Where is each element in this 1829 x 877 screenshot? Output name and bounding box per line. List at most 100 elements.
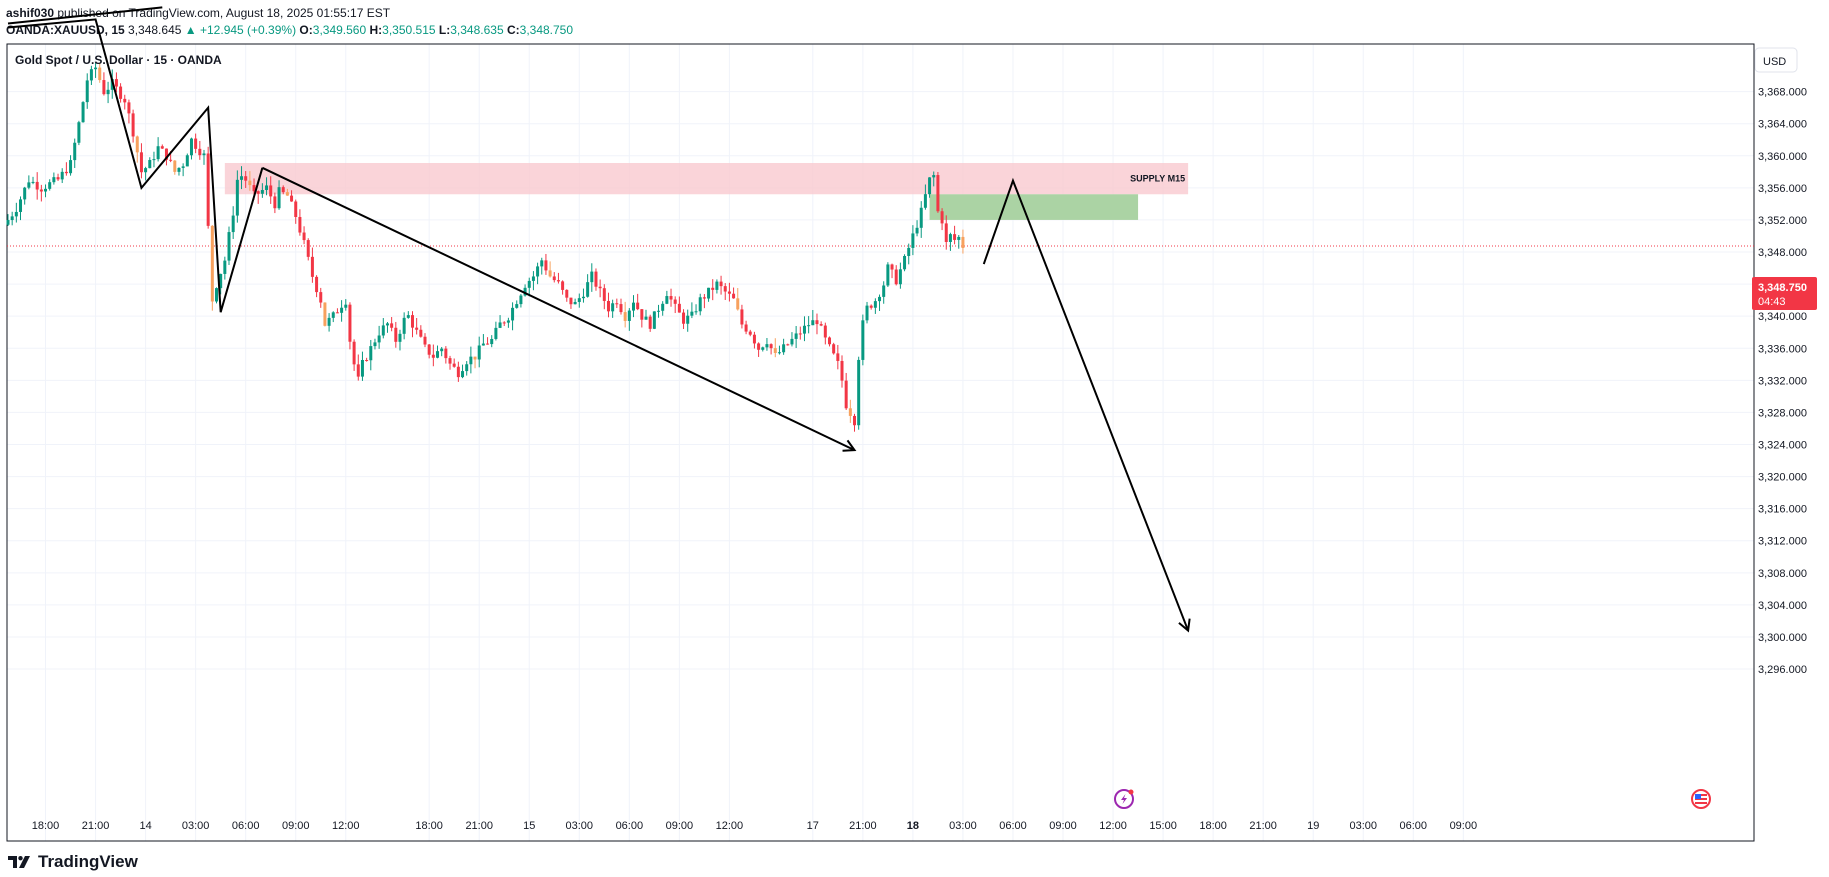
candle-body xyxy=(619,304,623,313)
candle-body xyxy=(911,233,915,248)
author-name[interactable]: ashif030 xyxy=(6,6,55,20)
candle-body xyxy=(652,311,656,329)
symbol-label[interactable]: OANDA:XAUUSD, 15 xyxy=(6,23,125,37)
candle-body xyxy=(202,153,206,156)
candle-body xyxy=(27,182,31,188)
candle-body xyxy=(823,325,827,338)
candle-body xyxy=(290,195,294,202)
price-axis: 3,296.000 3,300.000 3,304.000 3,308.000 3,31… xyxy=(1758,87,1807,676)
candle-body xyxy=(836,353,840,361)
chart-title: Gold Spot / U.S. Dollar · 15 · OANDA xyxy=(15,53,222,67)
candle-body xyxy=(294,201,298,217)
candle-body xyxy=(715,281,719,290)
candle-body xyxy=(148,159,152,169)
close-label: C: xyxy=(506,23,520,37)
candle-body xyxy=(19,199,23,212)
candle-body xyxy=(661,303,665,311)
y-tick-label: 3,308.000 xyxy=(1758,568,1807,580)
candle-body xyxy=(748,331,752,335)
candle-body xyxy=(486,343,490,345)
candle-body xyxy=(606,300,610,312)
zones: SUPPLY M15 xyxy=(7,162,1754,247)
supply-zone xyxy=(224,162,1189,195)
candle-body xyxy=(406,315,410,318)
x-tick-label: 21:00 xyxy=(1249,820,1277,832)
price-tag-value: 3,348.750 xyxy=(1758,282,1807,294)
candle-body xyxy=(890,264,894,270)
lightning-event-icon[interactable] xyxy=(1114,789,1134,809)
candle-body xyxy=(556,280,560,282)
y-tick-label: 3,320.000 xyxy=(1758,472,1807,484)
candle-body xyxy=(936,175,940,212)
candle-body xyxy=(394,327,398,342)
candle-body xyxy=(565,289,569,298)
candle-body xyxy=(48,182,52,189)
x-tick-label: 12:00 xyxy=(716,820,744,832)
candle-body xyxy=(802,325,806,334)
candle-body xyxy=(461,371,465,378)
candle-body xyxy=(52,177,56,183)
candle-body xyxy=(882,285,886,297)
candle-body xyxy=(844,380,848,409)
close-value: 3,348.750 xyxy=(519,23,574,37)
candle-body xyxy=(373,342,377,347)
candle-body xyxy=(402,317,406,334)
tradingview-logo[interactable]: TradingView xyxy=(8,851,138,873)
candle-body xyxy=(431,354,435,358)
candle-body xyxy=(160,146,164,149)
candle-body xyxy=(827,337,831,345)
candle-body xyxy=(481,343,485,346)
candle-body xyxy=(244,176,248,181)
y-tick-label: 3,336.000 xyxy=(1758,343,1807,355)
candle-body xyxy=(173,160,177,172)
tradingview-logo-text: TradingView xyxy=(38,852,138,871)
candle-body xyxy=(494,327,498,339)
candle-body xyxy=(853,415,857,426)
candle-body xyxy=(440,348,444,352)
candle-body xyxy=(807,325,811,327)
candle-body xyxy=(677,303,681,313)
price-change: +12.945 (+0.39%) xyxy=(200,23,297,37)
candle-body xyxy=(298,216,302,233)
x-tick-label: 03:00 xyxy=(949,820,977,832)
currency-button[interactable]: USD xyxy=(1754,47,1798,73)
candle-body xyxy=(198,148,202,156)
x-tick-label: 18:00 xyxy=(415,820,443,832)
candle-body xyxy=(348,304,352,342)
y-tick-label: 3,312.000 xyxy=(1758,536,1807,548)
candle-body xyxy=(436,351,440,358)
us-flag-icon[interactable] xyxy=(1691,789,1711,809)
candle-body xyxy=(790,338,794,345)
candle-body xyxy=(907,247,911,256)
candle-body xyxy=(673,299,677,304)
x-tick-label: 18:00 xyxy=(32,820,60,832)
candle-body xyxy=(77,122,81,143)
candle-body xyxy=(94,67,98,70)
x-tick-label: 19 xyxy=(1307,820,1319,832)
candle-body xyxy=(765,344,769,348)
y-tick-label: 3,296.000 xyxy=(1758,664,1807,676)
low-label: L: xyxy=(438,23,451,37)
candles xyxy=(6,63,965,432)
candle-body xyxy=(285,192,289,196)
candle-body xyxy=(448,358,452,364)
candle-body xyxy=(832,344,836,354)
candle-body xyxy=(273,196,277,209)
candle-body xyxy=(636,302,640,310)
y-tick-label: 3,300.000 xyxy=(1758,632,1807,644)
candle-body xyxy=(561,281,565,290)
y-tick-label: 3,328.000 xyxy=(1758,407,1807,419)
candle-body xyxy=(315,276,319,293)
candle-body xyxy=(894,269,898,285)
candle-body xyxy=(81,102,85,123)
candle-body xyxy=(73,142,77,161)
candle-body xyxy=(707,287,711,299)
candle-body xyxy=(85,80,89,103)
candle-body xyxy=(215,288,218,302)
candle-body xyxy=(152,159,156,161)
change-arrow-icon: ▲ xyxy=(184,23,197,37)
candle-body xyxy=(231,215,235,233)
candle-body xyxy=(702,297,706,299)
candle-body xyxy=(10,216,14,221)
